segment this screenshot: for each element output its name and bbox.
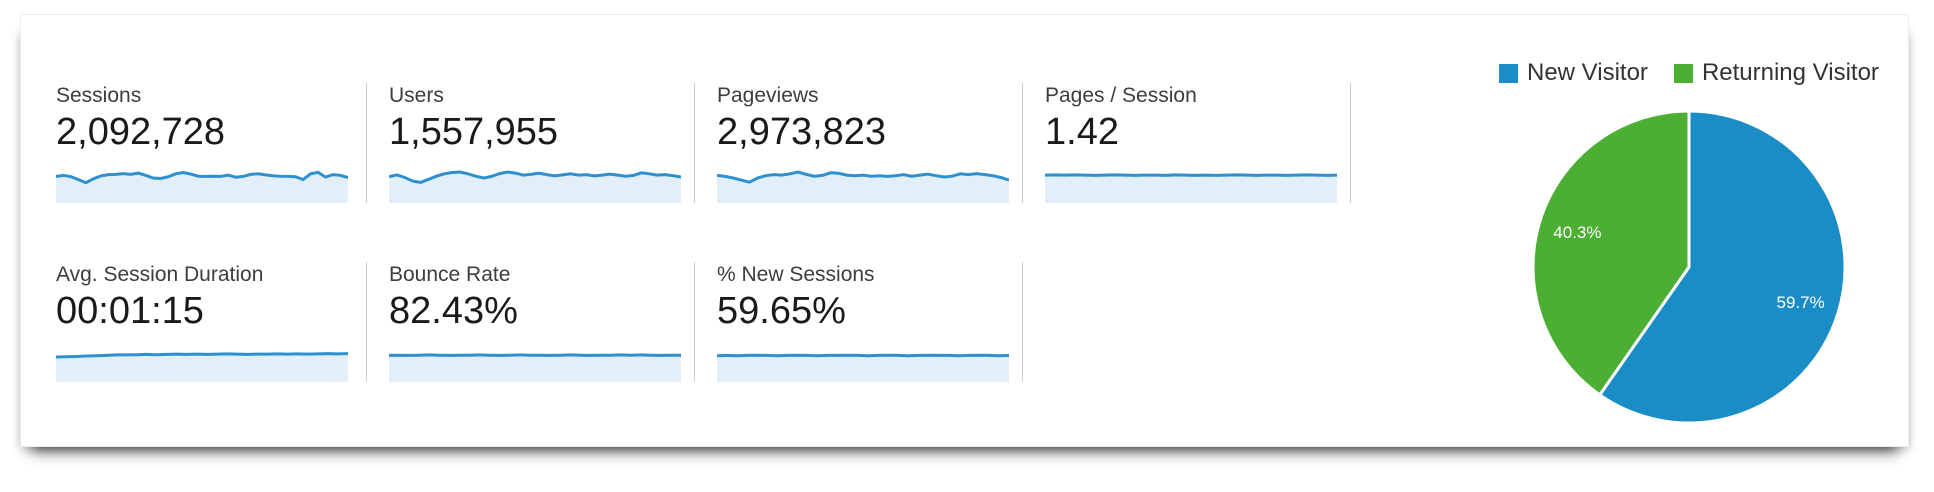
metric-label: Sessions (56, 84, 142, 107)
metric-value: 00:01:15 (56, 290, 204, 332)
metric-label: % New Sessions (717, 263, 875, 286)
metric-value: 1,557,955 (389, 111, 559, 153)
metric-label: Pages / Session (1045, 84, 1197, 107)
metric-value: 59.65% (717, 290, 846, 332)
metrics-grid: Sessions 2,092,728 Users 1,557,955 Pagev… (56, 83, 1351, 382)
metric-label: Bounce Rate (389, 263, 511, 286)
metrics-row-2: Avg. Session Duration 00:01:15 Bounce Ra… (56, 262, 1351, 382)
metrics-row-1: Sessions 2,092,728 Users 1,557,955 Pagev… (56, 83, 1351, 203)
metric-bounce-rate[interactable]: Bounce Rate 82.43% (367, 262, 695, 382)
returning-visitor-swatch-icon (1673, 63, 1693, 83)
new-visitor-percentage-label: 59.7% (1776, 293, 1824, 312)
metric-pages-per-session[interactable]: Pages / Session 1.42 (1023, 83, 1351, 203)
pageviews-sparkline[interactable] (717, 159, 1009, 203)
legend-item-returning-visitor: Returning Visitor (1673, 59, 1879, 87)
legend-label: New Visitor (1527, 59, 1648, 86)
metric-value: 82.43% (389, 290, 518, 332)
metric-label: Avg. Session Duration (56, 263, 264, 286)
sessions-sparkline[interactable] (56, 159, 348, 203)
metric-label: Pageviews (717, 84, 819, 107)
metric-value: 2,092,728 (56, 111, 226, 153)
metric-sessions[interactable]: Sessions 2,092,728 (56, 83, 367, 203)
avg-session-duration-sparkline[interactable] (56, 338, 348, 382)
overview-panel: Sessions 2,092,728 Users 1,557,955 Pagev… (20, 14, 1909, 447)
metric-percent-new-sessions[interactable]: % New Sessions 59.65% (695, 262, 1023, 382)
new-visitor-swatch-icon (1499, 63, 1518, 83)
pages-per-session-sparkline[interactable] (1045, 159, 1337, 203)
users-sparkline[interactable] (389, 159, 681, 203)
bounce-rate-sparkline[interactable] (389, 338, 681, 382)
pie-legend: New Visitor Returning Visitor (1499, 59, 1879, 87)
returning-visitor-percentage-label: 40.3% (1553, 223, 1601, 242)
returning-visitor-slice[interactable] (1531, 109, 1691, 397)
percent-new-sessions-sparkline[interactable] (717, 338, 1009, 382)
metric-value: 2,973,823 (717, 111, 887, 153)
metric-pageviews[interactable]: Pageviews 2,973,823 (695, 83, 1023, 203)
new-visitor-slice[interactable] (1598, 109, 1847, 425)
legend-item-new-visitor: New Visitor (1499, 59, 1648, 87)
metric-label: Users (389, 84, 444, 107)
visitor-type-pie-chart[interactable]: 59.7% 40.3% (1529, 107, 1849, 427)
metric-avg-session-duration[interactable]: Avg. Session Duration 00:01:15 (56, 262, 367, 382)
legend-label: Returning Visitor (1701, 59, 1879, 86)
metric-users[interactable]: Users 1,557,955 (367, 83, 695, 203)
metric-value: 1.42 (1045, 111, 1119, 153)
